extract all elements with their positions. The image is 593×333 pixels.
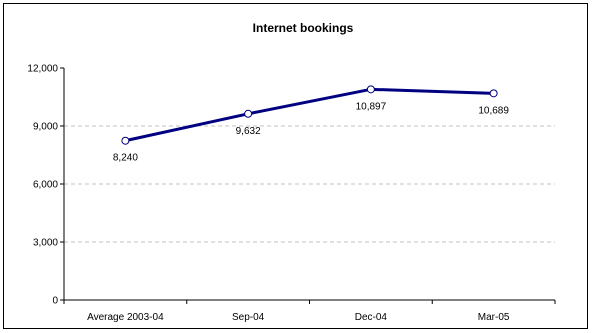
gridlines (64, 125, 555, 243)
data-label: 10,897 (356, 101, 387, 112)
x-tick-label: Mar-05 (478, 312, 510, 323)
data-label: 9,632 (236, 126, 261, 137)
chart-frame (3, 3, 588, 329)
series-line (125, 87, 494, 143)
y-tick-label: 9,000 (33, 122, 58, 133)
y-tick-label: 12,000 (27, 64, 58, 75)
data-point-marker (121, 136, 130, 145)
series-polyline (125, 87, 494, 143)
data-labels: 8,240 9,632 10,897 10,689 (113, 101, 509, 163)
data-label: 8,240 (113, 153, 138, 164)
chart-title: Internet bookings (253, 21, 354, 35)
x-tick-label: Sep-04 (232, 312, 265, 323)
x-tick-label: Dec-04 (355, 312, 388, 323)
y-axis-ticks: 0 3,000 6,000 9,000 12,000 (27, 64, 64, 307)
data-label: 10,689 (478, 105, 509, 116)
y-tick-label: 0 (52, 296, 58, 307)
data-points (121, 85, 498, 145)
data-point-marker (244, 109, 253, 118)
data-point-marker (489, 89, 498, 98)
y-tick-label: 6,000 (33, 180, 58, 191)
x-tick-label: Average 2003-04 (87, 312, 164, 323)
y-tick-label: 3,000 (33, 238, 58, 249)
x-axis-ticks: Average 2003-04 Sep-04 Dec-04 Mar-05 (63, 300, 556, 323)
data-point-marker (366, 85, 375, 94)
